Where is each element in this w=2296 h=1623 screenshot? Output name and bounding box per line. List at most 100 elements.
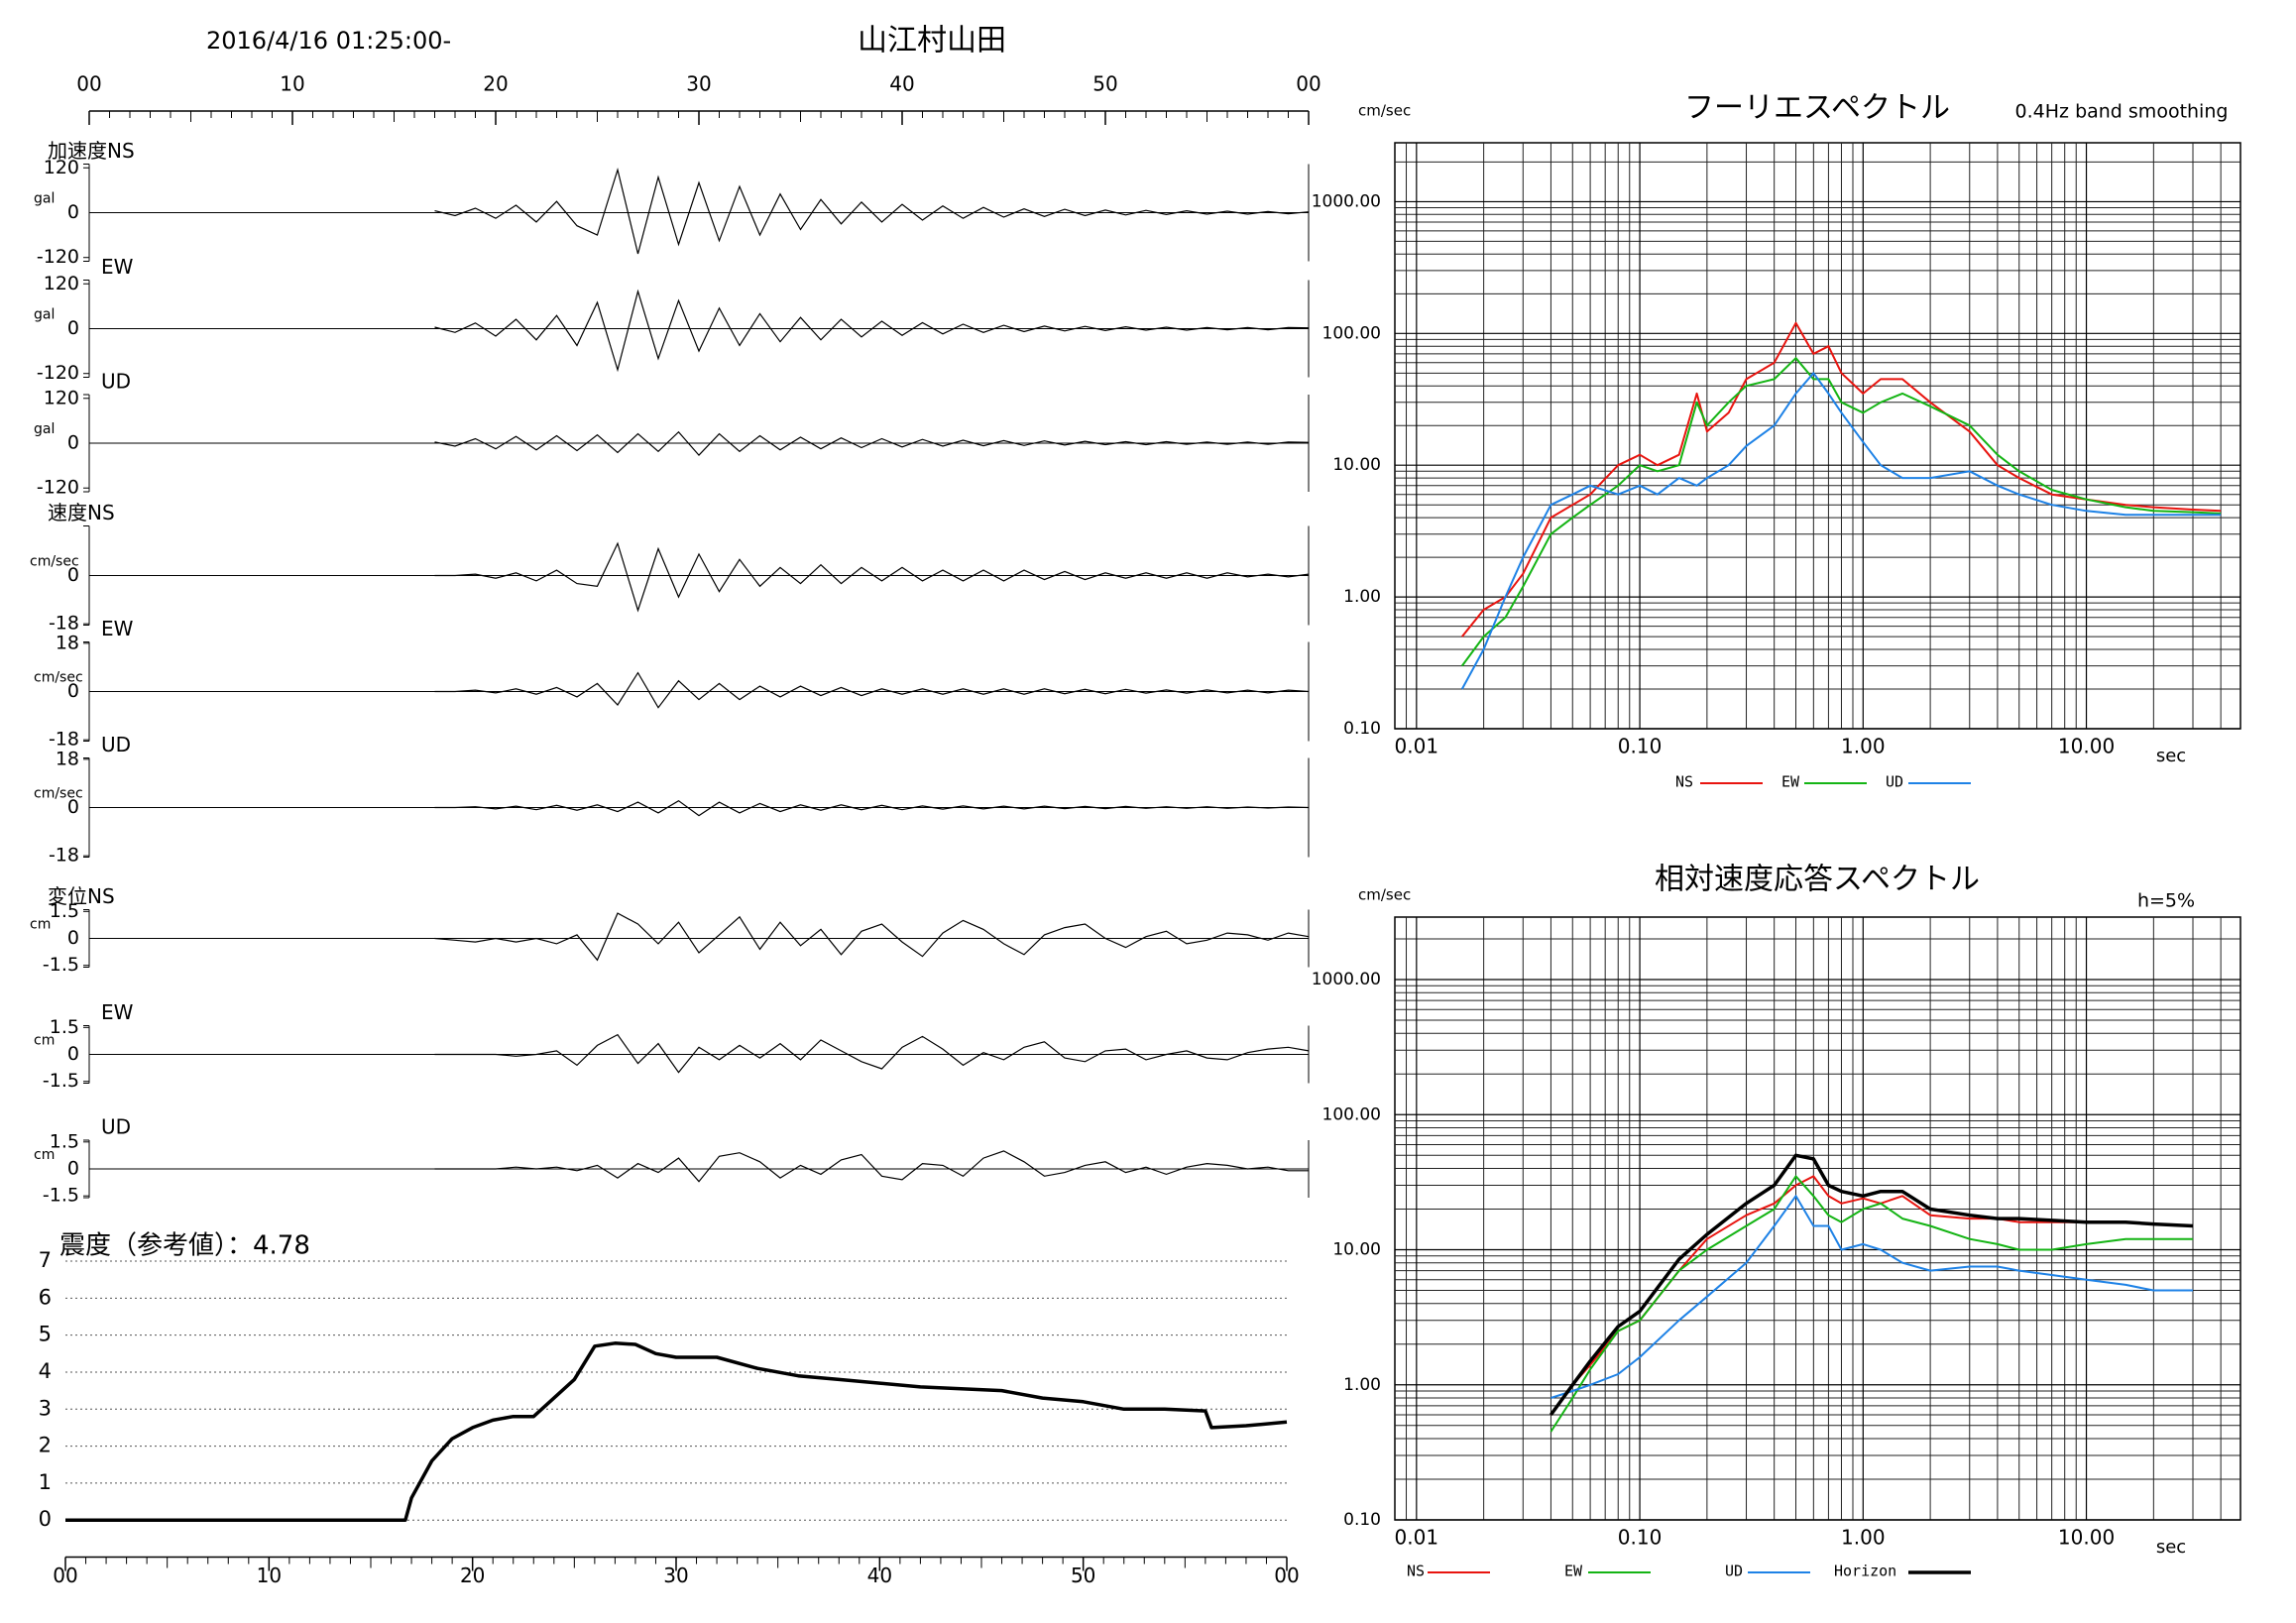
x-tick-label: 50 — [1092, 72, 1117, 96]
y-tick-label: 7 — [39, 1248, 52, 1272]
series-line — [1460, 357, 2222, 667]
y-tick-label: -18 — [49, 845, 79, 867]
y-axis-label: cm/sec — [1358, 102, 1411, 120]
panel-label: EW — [101, 617, 134, 640]
y-tick-label: 0 — [67, 796, 79, 818]
x-tick-label: 10 — [257, 1564, 282, 1587]
y-tick-label: 0 — [67, 927, 79, 949]
y-tick-label: 100.00 — [1322, 1104, 1381, 1124]
y-axis-label: cm/sec — [1358, 886, 1411, 904]
x-tick-label: 40 — [867, 1564, 892, 1587]
x-tick-label: 0.10 — [1618, 1526, 1663, 1550]
unit-label: gal — [34, 307, 55, 323]
x-tick-label: 00 — [1274, 1564, 1299, 1587]
waveform-trace — [434, 289, 1310, 373]
y-tick-label: 2 — [39, 1434, 52, 1457]
x-tick-label: 0.01 — [1395, 1526, 1439, 1550]
unit-label: cm — [34, 1147, 55, 1163]
unit-label: cm — [30, 917, 51, 933]
y-tick-label: 0 — [67, 680, 79, 702]
legend-label: UD — [1725, 1563, 1743, 1580]
unit-label: cm — [34, 1033, 55, 1049]
y-tick-label: 10.00 — [1332, 1240, 1381, 1260]
y-tick-label: 120 — [44, 387, 79, 408]
x-tick-label: 20 — [460, 1564, 485, 1587]
panel-label: UD — [101, 733, 131, 756]
panel-label: UD — [101, 1115, 131, 1139]
y-tick-label: 0 — [67, 1043, 79, 1065]
panel-label: EW — [101, 1000, 134, 1024]
panel-label: UD — [101, 370, 131, 394]
series-line — [1550, 1175, 2194, 1416]
y-tick-label: 18 — [56, 748, 79, 769]
waveform-trace — [434, 430, 1310, 456]
y-tick-label: 1.5 — [50, 1016, 79, 1038]
x-tick-label: 30 — [663, 1564, 688, 1587]
header-time: 2016/4/16 01:25:00- — [206, 27, 451, 55]
legend-label: Horizon — [1834, 1563, 1896, 1580]
unit-label: cm/sec — [34, 786, 83, 802]
annotation: h=5% — [2137, 890, 2195, 912]
y-tick-label: 120 — [44, 273, 79, 294]
waveform-trace — [434, 799, 1310, 817]
waveform-trace — [434, 167, 1310, 255]
y-tick-label: 1000.00 — [1312, 191, 1381, 211]
series-line — [65, 1341, 1288, 1522]
x-tick-label: 30 — [686, 72, 711, 96]
unit-label: gal — [34, 191, 55, 207]
y-tick-label: 0.10 — [1343, 1510, 1381, 1530]
y-tick-label: -120 — [37, 246, 79, 268]
series-line — [1550, 1195, 2193, 1399]
waveform-trace — [434, 541, 1310, 613]
legend-label: EW — [1564, 1563, 1583, 1580]
chart-title: 相対速度応答スペクトル — [1655, 863, 1980, 897]
x-tick-label: 50 — [1071, 1564, 1095, 1587]
panel-label: EW — [101, 255, 134, 279]
waveform-trace — [434, 671, 1310, 709]
series-line — [1549, 1153, 2194, 1417]
y-tick-label: 1.00 — [1343, 1375, 1381, 1395]
y-tick-label: 0 — [67, 564, 79, 586]
chart-title: 震度（参考値）：4.78 — [59, 1231, 310, 1261]
legend-label: UD — [1886, 773, 1903, 791]
unit-label: cm/sec — [34, 670, 83, 686]
y-tick-label: 10.00 — [1332, 455, 1381, 475]
y-tick-label: 1.00 — [1343, 587, 1381, 607]
chart-subtitle: 0.4Hz band smoothing — [2015, 101, 2229, 123]
x-axis-label: sec — [2156, 746, 2186, 766]
x-tick-label: 10 — [280, 72, 304, 96]
y-tick-label: -1.5 — [43, 954, 79, 976]
y-tick-label: 100.00 — [1322, 323, 1381, 343]
y-tick-label: 1.5 — [50, 1130, 79, 1152]
panel-label: 加速度NS — [48, 139, 135, 163]
series-line — [1550, 1175, 2193, 1433]
y-tick-label: -1.5 — [43, 1070, 79, 1092]
y-tick-label: 0 — [67, 317, 79, 339]
panel-label: 速度NS — [48, 501, 115, 524]
y-tick-label: -120 — [37, 477, 79, 499]
waveform-trace — [434, 1150, 1309, 1183]
y-tick-label: 5 — [39, 1323, 52, 1346]
station-title: 山江村山田 — [858, 24, 1006, 58]
y-tick-label: -1.5 — [43, 1185, 79, 1207]
unit-label: cm/sec — [30, 554, 79, 570]
y-tick-label: 6 — [39, 1285, 52, 1309]
plot-frame — [1394, 916, 2241, 1521]
x-axis-label: sec — [2156, 1537, 2186, 1558]
y-tick-label: 0.10 — [1343, 719, 1381, 739]
y-tick-label: 120 — [44, 157, 79, 178]
series-line — [1461, 321, 2222, 638]
legend-label: EW — [1781, 773, 1800, 791]
x-tick-label: 10.00 — [2058, 1526, 2115, 1550]
y-tick-label: 0 — [67, 201, 79, 223]
x-tick-label: 00 — [1296, 72, 1320, 96]
y-tick-label: -120 — [37, 362, 79, 384]
y-tick-label: 0 — [67, 432, 79, 454]
x-tick-label: 40 — [889, 72, 914, 96]
x-tick-label: 10.00 — [2058, 735, 2115, 758]
y-tick-label: 1.5 — [50, 900, 79, 922]
y-tick-label: -18 — [49, 729, 79, 751]
x-tick-label: 00 — [53, 1564, 77, 1587]
legend-label: NS — [1675, 773, 1693, 791]
